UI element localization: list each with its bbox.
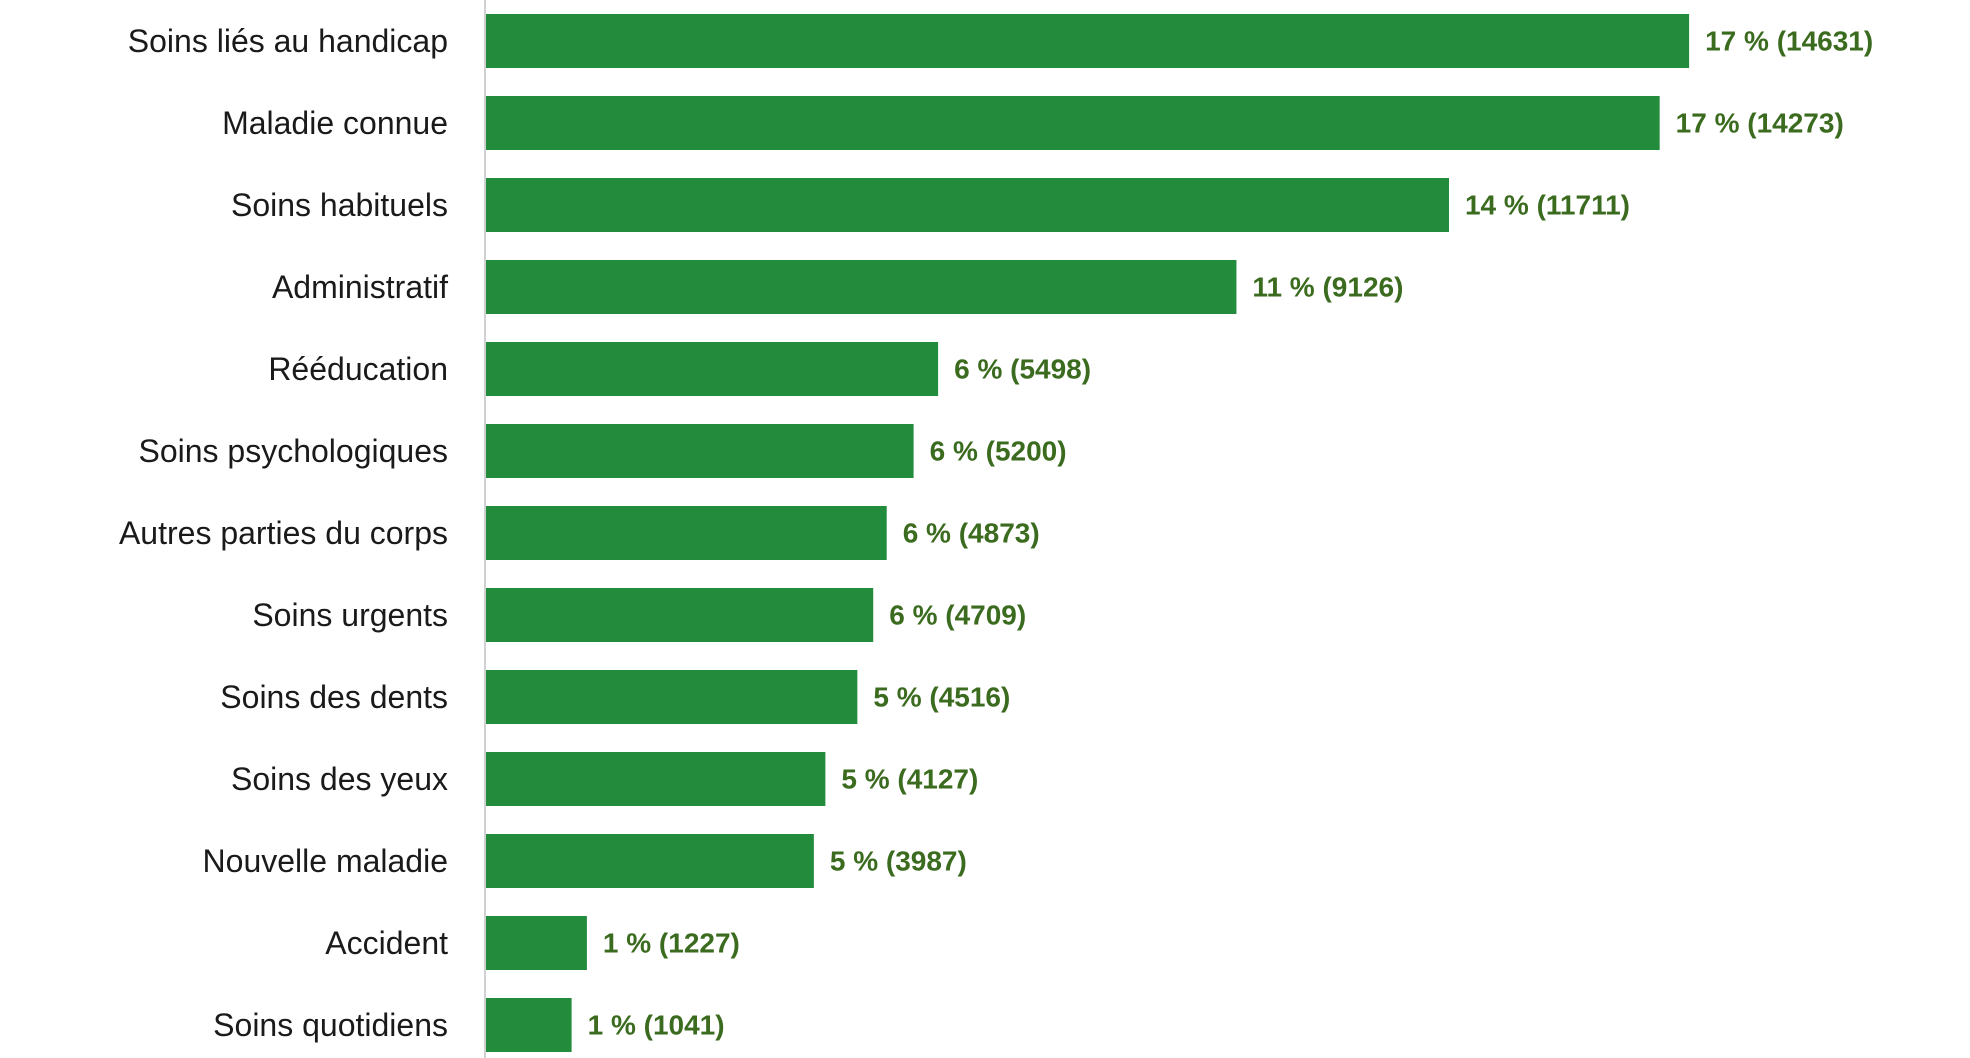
data-label: 5 % (4516)	[873, 682, 1010, 713]
data-label: 6 % (5200)	[930, 436, 1067, 467]
bar	[486, 178, 1449, 232]
bars-layer: Soins liés au handicap 17 % (14631) Maladi…	[119, 14, 1873, 1052]
category-label: Nouvelle maladie	[203, 843, 448, 879]
bar	[486, 342, 939, 396]
category-label: Soins des dents	[220, 679, 448, 715]
bar	[486, 96, 1660, 150]
data-label: 1 % (1041)	[588, 1010, 725, 1041]
bar	[486, 998, 572, 1052]
category-label: Maladie connue	[222, 105, 448, 141]
bar	[486, 670, 858, 724]
category-label: Soins habituels	[231, 187, 448, 223]
data-label: 17 % (14273)	[1676, 108, 1844, 139]
category-label: Autres parties du corps	[119, 515, 448, 551]
bar	[486, 424, 914, 478]
category-label: Soins liés au handicap	[128, 23, 448, 59]
data-label: 6 % (5498)	[954, 354, 1091, 385]
data-label: 6 % (4873)	[903, 518, 1040, 549]
bar	[486, 260, 1237, 314]
bar	[486, 752, 826, 806]
data-label: 14 % (11711)	[1465, 190, 1630, 221]
category-label: Soins psychologiques	[138, 433, 448, 469]
category-label: Rééducation	[268, 351, 448, 387]
category-label: Administratif	[272, 269, 448, 305]
data-label: 1 % (1227)	[603, 928, 740, 959]
category-label: Soins quotidiens	[213, 1007, 448, 1043]
bar	[486, 834, 814, 888]
category-label: Soins urgents	[252, 597, 448, 633]
bar	[486, 14, 1690, 68]
data-label: 5 % (3987)	[830, 846, 967, 877]
bar	[486, 588, 874, 642]
data-label: 5 % (4127)	[841, 764, 978, 795]
data-label: 6 % (4709)	[889, 600, 1026, 631]
bar	[486, 506, 887, 560]
bar	[486, 916, 587, 970]
data-label: 17 % (14631)	[1705, 26, 1873, 57]
data-label: 11 % (9126)	[1252, 272, 1403, 303]
category-label: Accident	[325, 925, 448, 961]
category-label: Soins des yeux	[231, 761, 448, 797]
